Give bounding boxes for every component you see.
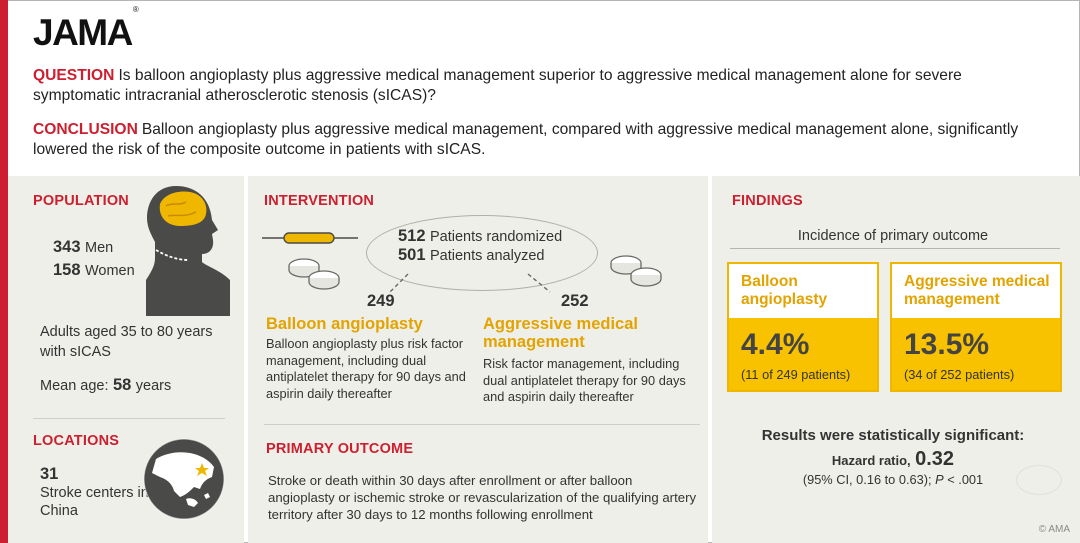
arm1-title: Balloon angioplasty: [266, 315, 423, 333]
copyright: © AMA: [1038, 524, 1070, 535]
finding-box-medical-label: Aggressive medical management: [904, 273, 1050, 308]
globe-icon: [143, 438, 225, 520]
findings-subtitle-rule: [730, 248, 1060, 249]
jama-logo: JAMA®: [33, 5, 139, 54]
watermark-stamp: [1016, 465, 1062, 495]
locations-count: 31: [40, 465, 59, 483]
red-accent-bar: [0, 0, 8, 543]
primary-outcome-heading: PRIMARY OUTCOME: [266, 441, 414, 457]
pills-icon: [288, 258, 340, 290]
hazard-ratio-line: Hazard ratio, 0.32: [732, 448, 1054, 471]
findings-heading: FINDINGS: [732, 193, 803, 209]
women-count: 158: [53, 261, 81, 279]
finding-box-balloon: Balloon angioplasty 4.4% (11 of 249 pati…: [727, 262, 879, 392]
randomization-ellipse: [366, 215, 598, 291]
pills-icon: [610, 255, 662, 287]
intervention-heading: INTERVENTION: [264, 193, 375, 209]
population-divider: [33, 418, 225, 419]
finding-box-medical-detail: (34 of 252 patients): [904, 367, 1015, 382]
question-block: QUESTION Is balloon angioplasty plus aggr…: [33, 66, 1043, 106]
significance-text: Results were statistically significant:: [761, 427, 1025, 444]
arm2-title: Aggressive medical management: [483, 315, 638, 351]
analyzed-line: 501 Patients analyzed: [398, 246, 544, 265]
men-count: 343: [53, 238, 81, 256]
p-value: < .001: [947, 472, 984, 487]
arm1-description: Balloon angioplasty plus risk factor man…: [266, 336, 466, 401]
balloon-catheter-icon: [262, 232, 358, 244]
finding-box-balloon-value: 4.4%: [741, 328, 810, 361]
randomized-label: Patients randomized: [429, 229, 563, 245]
primary-outcome-text: Stroke or death within 30 days after enr…: [268, 473, 697, 522]
finding-box-medical-fill: 13.5% (34 of 252 patients): [892, 318, 1060, 390]
finding-box-medical-value: 13.5%: [904, 328, 990, 361]
mean-age-unit: years: [135, 378, 172, 394]
conclusion-block: CONCLUSION Balloon angioplasty plus aggre…: [33, 120, 1043, 160]
head-silhouette-icon: [146, 186, 230, 316]
arm2-description: Risk factor management, including dual a…: [483, 356, 686, 404]
locations-text: Stroke centers in China: [40, 485, 149, 519]
ci-text: (95% CI, 0.16 to 0.63);: [802, 472, 932, 487]
mean-age-value: 58: [112, 376, 132, 394]
finding-box-medical: Aggressive medical management 13.5% (34 …: [890, 262, 1062, 392]
question-label: QUESTION: [33, 67, 115, 84]
ci-line: (95% CI, 0.16 to 0.63); P < .001: [732, 472, 1054, 487]
population-heading: POPULATION: [33, 193, 129, 209]
women-label: Women: [84, 263, 135, 279]
findings-subtitle: Incidence of primary outcome: [797, 228, 989, 244]
hazard-ratio-value: 0.32: [915, 448, 955, 470]
logo-text: JAMA: [33, 12, 133, 53]
p-label: P: [935, 472, 944, 487]
intervention-divider: [264, 424, 700, 425]
women-line: 158 Women: [53, 261, 135, 280]
randomized-line: 512 Patients randomized: [398, 227, 562, 246]
men-line: 343 Men: [53, 238, 113, 257]
registered-mark: ®: [132, 4, 139, 14]
question-text: Is balloon angioplasty plus aggressive m…: [33, 67, 962, 104]
arm2-count: 252: [561, 292, 589, 310]
split-arrows: [389, 273, 551, 293]
conclusion-label: CONCLUSION: [33, 121, 138, 138]
mean-age-label: Mean age:: [40, 378, 109, 394]
mean-age-line: Mean age: 58 years: [40, 376, 171, 395]
population-description: Adults aged 35 to 80 years with sICAS: [40, 324, 213, 360]
finding-box-balloon-detail: (11 of 249 patients): [741, 367, 851, 382]
conclusion-text: Balloon angioplasty plus aggressive medi…: [33, 121, 1019, 158]
locations-heading: LOCATIONS: [33, 433, 120, 449]
finding-box-balloon-fill: 4.4% (11 of 249 patients): [729, 318, 877, 390]
analyzed-count: 501: [398, 246, 426, 264]
hazard-ratio-label: Hazard ratio,: [831, 453, 911, 468]
analyzed-label: Patients analyzed: [429, 248, 545, 264]
arm1-count: 249: [367, 292, 395, 310]
finding-box-balloon-label: Balloon angioplasty: [741, 273, 828, 308]
men-label: Men: [84, 240, 114, 256]
randomized-count: 512: [398, 227, 426, 245]
